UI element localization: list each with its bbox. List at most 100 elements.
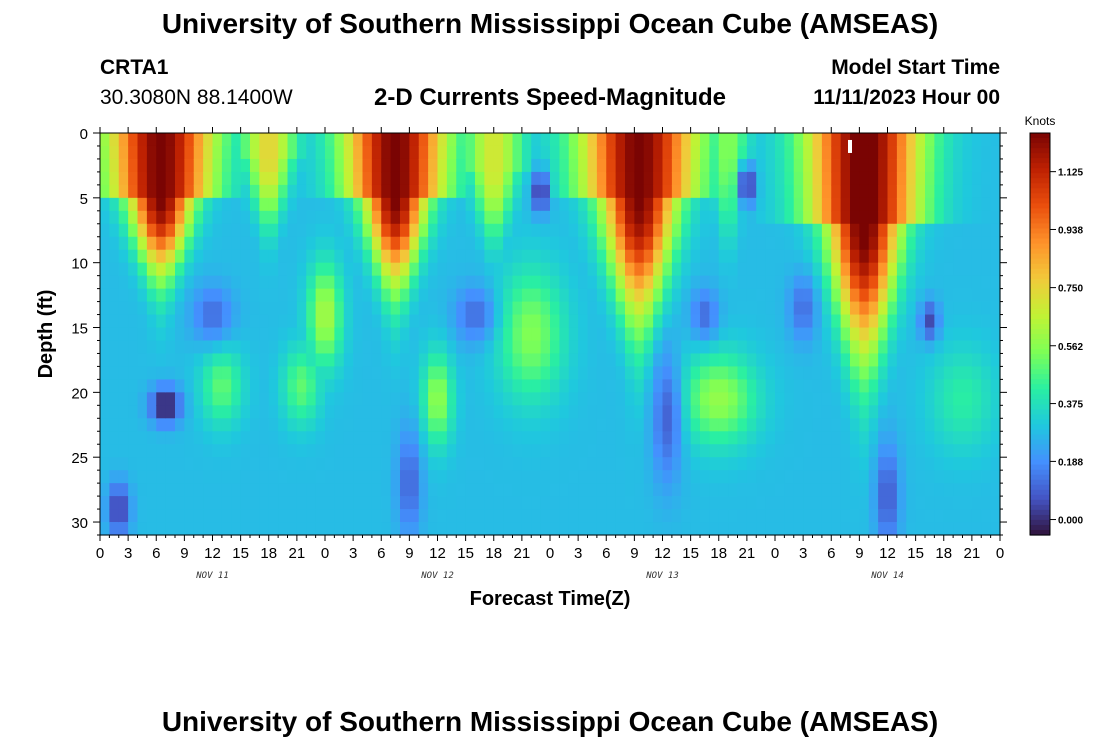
heatmap-cell xyxy=(559,522,570,536)
heatmap-cell xyxy=(775,210,785,225)
heatmap-cell xyxy=(212,457,223,471)
heatmap-cell xyxy=(212,145,223,160)
heatmap-cell xyxy=(418,470,429,484)
heatmap-cell xyxy=(550,457,560,471)
heatmap-cell xyxy=(578,197,589,212)
heatmap-cell xyxy=(671,301,682,316)
heatmap-cell xyxy=(362,314,373,329)
heatmap-cell xyxy=(831,418,842,432)
heatmap-cell xyxy=(221,366,232,380)
heatmap-cell xyxy=(981,145,992,160)
heatmap-cell xyxy=(812,470,823,484)
heatmap-cell xyxy=(775,405,785,419)
heatmap-cell xyxy=(325,133,335,147)
heatmap-cell xyxy=(465,249,476,264)
heatmap-cell xyxy=(859,275,870,290)
heatmap-cell xyxy=(765,145,776,160)
heatmap-cell xyxy=(428,457,439,471)
heatmap-cell xyxy=(353,353,364,368)
heatmap-cell xyxy=(456,366,467,380)
heatmap-cell xyxy=(850,392,860,406)
heatmap-cell xyxy=(165,184,176,199)
heatmap-cell xyxy=(559,158,570,173)
heatmap-cell xyxy=(943,392,954,406)
heatmap-cell xyxy=(493,184,504,199)
heatmap-cell xyxy=(606,262,617,277)
heatmap-cell xyxy=(540,483,551,497)
heatmap-cell xyxy=(250,366,260,380)
heatmap-cell xyxy=(540,262,551,277)
heatmap-cell xyxy=(306,262,317,277)
heatmap-cell xyxy=(475,431,485,445)
heatmap-cell xyxy=(521,197,532,212)
x-tick-label: 3 xyxy=(349,545,357,562)
colorbar-segment xyxy=(1030,253,1050,260)
heatmap-cell xyxy=(831,327,842,342)
heatmap-cell xyxy=(887,275,898,290)
heatmap-cell xyxy=(418,288,429,303)
heatmap-cell xyxy=(709,288,720,303)
heatmap-cell xyxy=(812,483,823,497)
heatmap-cell xyxy=(850,171,860,186)
heatmap-cell xyxy=(671,392,682,406)
heatmap-cell xyxy=(859,340,870,355)
heatmap-cell xyxy=(709,236,720,251)
heatmap-cell xyxy=(203,314,214,329)
heatmap-cell xyxy=(100,522,110,536)
heatmap-cell xyxy=(981,340,992,355)
heatmap-cell xyxy=(803,288,814,303)
heatmap-cell xyxy=(465,405,476,419)
heatmap-cell xyxy=(371,314,382,329)
heatmap-cell xyxy=(343,275,354,290)
heatmap-cell xyxy=(990,496,1001,510)
heatmap-cell xyxy=(850,145,860,160)
heatmap-cell xyxy=(925,353,935,368)
heatmap-cell xyxy=(765,470,776,484)
heatmap-cell xyxy=(990,314,1001,329)
heatmap-cell xyxy=(540,509,551,523)
heatmap-cell xyxy=(184,262,195,277)
heatmap-cell xyxy=(296,288,307,303)
heatmap-cell xyxy=(568,171,579,186)
heatmap-cell xyxy=(868,262,879,277)
heatmap-cell xyxy=(521,457,532,471)
heatmap-cell xyxy=(437,340,448,355)
heatmap-cell xyxy=(643,522,654,536)
heatmap-cell xyxy=(475,133,485,147)
heatmap-cell xyxy=(671,340,682,355)
heatmap-cell xyxy=(775,249,785,264)
heatmap-cell xyxy=(596,275,607,290)
heatmap-cell xyxy=(278,223,289,238)
heatmap-cell xyxy=(906,522,917,536)
heatmap-cell xyxy=(343,405,354,419)
heatmap-cell xyxy=(559,366,570,380)
heatmap-cell xyxy=(287,444,298,458)
heatmap-cell xyxy=(943,457,954,471)
heatmap-cell xyxy=(184,327,195,342)
heatmap-cell xyxy=(775,288,785,303)
heatmap-cell xyxy=(437,301,448,316)
heatmap-cell xyxy=(193,236,204,251)
heatmap-cell xyxy=(268,262,279,277)
heatmap-cell xyxy=(109,249,120,264)
heatmap-cell xyxy=(371,431,382,445)
heatmap-cell xyxy=(212,509,223,523)
heatmap-cell xyxy=(568,158,579,173)
heatmap-cell xyxy=(475,197,485,212)
heatmap-cell xyxy=(109,366,120,380)
heatmap-cell xyxy=(531,327,542,342)
heatmap-cell xyxy=(878,483,889,497)
heatmap-cell xyxy=(306,444,317,458)
heatmap-cell xyxy=(381,340,392,355)
heatmap-cell xyxy=(353,223,364,238)
heatmap-cell xyxy=(109,470,120,484)
heatmap-cell xyxy=(371,262,382,277)
heatmap-cell xyxy=(437,457,448,471)
heatmap-cell xyxy=(662,262,673,277)
heatmap-cell xyxy=(259,522,270,536)
heatmap-cell xyxy=(596,249,607,264)
colorbar-segment xyxy=(1030,409,1050,416)
heatmap-cell xyxy=(278,340,289,355)
heatmap-cell xyxy=(625,379,635,393)
heatmap-cell xyxy=(146,249,157,264)
